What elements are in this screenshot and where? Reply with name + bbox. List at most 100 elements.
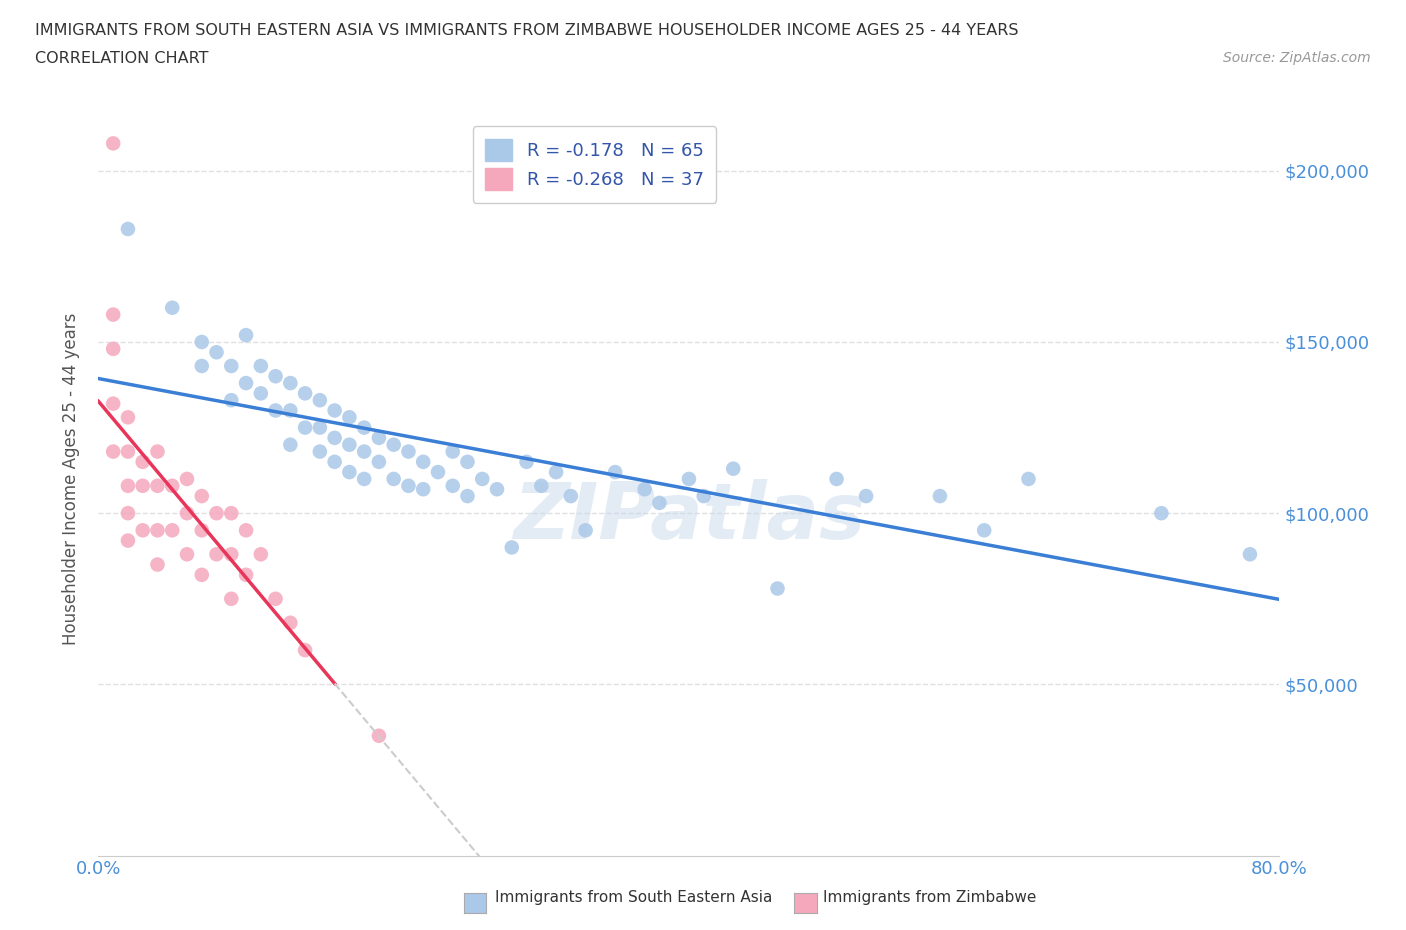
Point (205, 506, 228, 521)
Point (575, 523, 598, 538)
Point (471, 472, 494, 486)
Point (191, 335, 214, 350)
Text: CORRELATION CHART: CORRELATION CHART (35, 51, 208, 66)
Point (486, 482, 509, 497)
Point (146, 445, 169, 459)
Point (855, 488, 877, 503)
Point (723, 461, 745, 476)
Point (323, 403, 346, 418)
Point (825, 472, 848, 486)
Point (191, 359, 214, 374)
Point (634, 482, 657, 497)
Point (353, 445, 375, 459)
Point (280, 403, 302, 418)
Y-axis label: Householder Income Ages 25 - 44 years: Householder Income Ages 25 - 44 years (62, 312, 80, 645)
Point (117, 410, 139, 425)
Point (294, 386, 316, 401)
Point (398, 478, 420, 493)
Legend: R = -0.178   N = 65, R = -0.268   N = 37: R = -0.178 N = 65, R = -0.268 N = 37 (472, 126, 717, 203)
Text: IMMIGRANTS FROM SOUTH EASTERN ASIA VS IMMIGRANTS FROM ZIMBABWE HOUSEHOLDER INCOM: IMMIGRANTS FROM SOUTH EASTERN ASIA VS IM… (35, 23, 1019, 38)
Point (382, 437, 405, 452)
Point (678, 472, 700, 486)
Point (530, 478, 553, 493)
Point (103, 396, 125, 411)
Point (191, 523, 214, 538)
Point (235, 523, 257, 538)
Point (146, 478, 169, 493)
Point (103, 341, 125, 356)
Point (103, 136, 125, 151)
Point (353, 472, 375, 486)
Point (339, 437, 361, 452)
Point (235, 327, 257, 342)
Point (441, 478, 464, 493)
Point (250, 386, 273, 401)
Text: Immigrants from Zimbabwe: Immigrants from Zimbabwe (823, 890, 1036, 905)
Point (457, 455, 479, 470)
Point (368, 728, 391, 743)
Point (176, 506, 198, 521)
Point (441, 445, 464, 459)
Point (280, 616, 302, 631)
Point (309, 392, 332, 407)
Point (162, 478, 183, 493)
Point (280, 437, 302, 452)
Point (427, 465, 450, 480)
Point (221, 506, 243, 521)
Text: Source: ZipAtlas.com: Source: ZipAtlas.com (1223, 51, 1371, 65)
Point (221, 547, 243, 562)
Point (546, 465, 568, 480)
Point (973, 523, 995, 538)
Point (264, 403, 287, 418)
Point (648, 496, 671, 511)
Point (339, 410, 361, 425)
Point (323, 431, 346, 445)
Point (146, 557, 169, 572)
Point (162, 300, 183, 315)
Point (103, 307, 125, 322)
Point (516, 455, 538, 470)
Point (1018, 472, 1040, 486)
Point (929, 488, 952, 503)
Point (398, 445, 420, 459)
Point (132, 478, 155, 493)
Point (1239, 547, 1261, 562)
Point (221, 591, 243, 606)
Point (103, 445, 125, 459)
Point (162, 523, 183, 538)
Point (323, 455, 346, 470)
Point (205, 547, 228, 562)
Point (117, 506, 139, 521)
Point (560, 488, 582, 503)
Point (309, 445, 332, 459)
Point (412, 455, 434, 470)
Point (766, 581, 789, 596)
Point (191, 488, 214, 503)
Text: Immigrants from South Eastern Asia: Immigrants from South Eastern Asia (495, 890, 772, 905)
Point (339, 465, 361, 480)
Point (309, 420, 332, 435)
Point (235, 376, 257, 391)
Point (117, 445, 139, 459)
Point (280, 376, 302, 391)
Point (235, 567, 257, 582)
Point (412, 482, 434, 497)
Point (250, 547, 273, 562)
Point (176, 472, 198, 486)
Point (117, 221, 139, 236)
Point (605, 465, 627, 480)
Point (191, 567, 214, 582)
Point (132, 523, 155, 538)
Point (250, 359, 273, 374)
Point (294, 420, 316, 435)
Point (353, 420, 375, 435)
Point (205, 345, 228, 360)
Point (132, 455, 155, 470)
Point (176, 547, 198, 562)
Point (264, 369, 287, 384)
Text: ZIPatlas: ZIPatlas (513, 479, 865, 554)
Point (368, 431, 391, 445)
Point (457, 488, 479, 503)
Point (221, 359, 243, 374)
Point (221, 392, 243, 407)
